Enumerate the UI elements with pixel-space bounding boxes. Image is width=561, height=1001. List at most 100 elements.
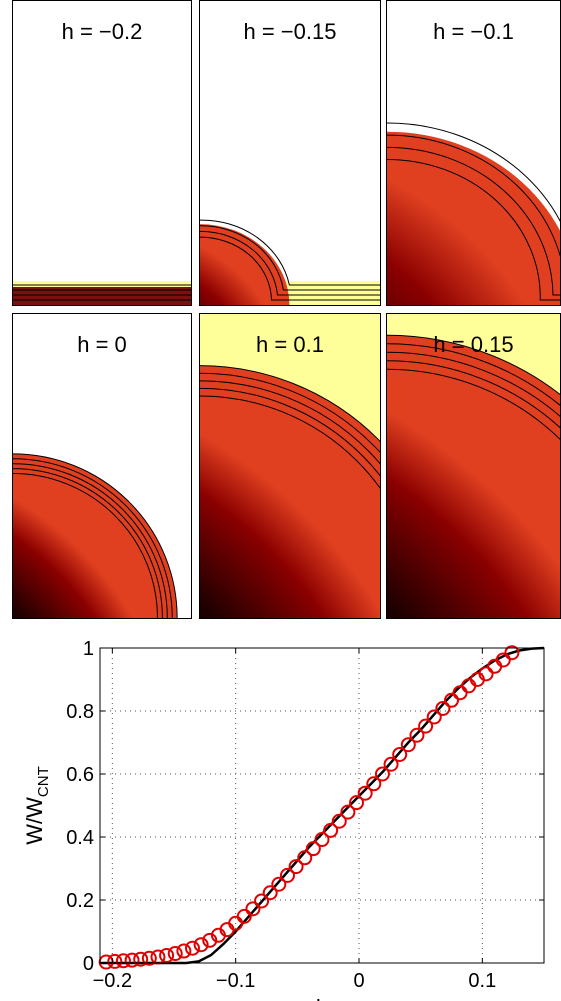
contour-line <box>200 380 380 465</box>
data-marker <box>254 893 270 909</box>
data-marker <box>167 946 183 962</box>
data-marker <box>495 652 511 668</box>
panel-label: h = 0 <box>77 332 127 357</box>
contour-line <box>387 146 560 296</box>
nucleus <box>387 131 560 305</box>
contour-line <box>200 219 380 286</box>
data-marker <box>392 746 408 762</box>
contour-line <box>200 236 380 301</box>
panel-h-0.1: h = 0.1 <box>199 313 381 619</box>
panel-label: h = −0.15 <box>243 19 337 44</box>
panel-h-0.15: h = 0.15 <box>386 313 561 619</box>
contour-line <box>200 365 380 442</box>
panel-label: h = −0.2 <box>61 19 143 44</box>
y-tick-label: 0.8 <box>66 701 94 723</box>
data-marker <box>141 950 157 966</box>
y-tick-label: 0 <box>83 953 94 975</box>
data-marker <box>349 795 365 811</box>
data-marker <box>323 822 339 838</box>
y-tick-label: 0.2 <box>66 890 94 912</box>
x-tick-label: 0 <box>353 970 364 992</box>
data-marker <box>305 841 321 857</box>
contour-line <box>13 458 173 618</box>
contour-line <box>200 395 380 489</box>
x-axis-label: h <box>316 995 328 1001</box>
data-marker <box>331 813 347 829</box>
data-marker <box>418 718 434 734</box>
data-marker <box>159 947 175 963</box>
data-marker <box>504 645 520 661</box>
x-tick-label: 0.1 <box>468 970 496 992</box>
data-marker <box>435 700 451 716</box>
panel-image <box>387 314 560 618</box>
contour-line <box>13 453 178 618</box>
contour-line <box>387 134 560 291</box>
data-marker <box>366 776 382 792</box>
data-marker <box>107 953 123 969</box>
data-marker <box>236 908 252 924</box>
data-marker <box>383 756 399 772</box>
contour-line <box>387 158 560 301</box>
panel-image <box>13 453 178 618</box>
panel-label: h = −0.1 <box>433 19 514 44</box>
contour-line <box>200 372 380 453</box>
panel-h-neg-0.2: h = −0.2 <box>12 0 192 306</box>
data-marker <box>444 692 459 708</box>
panel-image <box>200 314 380 618</box>
x-tick-label: −0.1 <box>216 970 255 992</box>
panel-h-neg-0.1: h = −0.1 <box>386 0 561 306</box>
contour-line <box>13 473 158 618</box>
axes-frame <box>99 647 545 964</box>
data-marker <box>271 876 287 892</box>
y-tick-label: 0.6 <box>66 764 94 786</box>
data-marker <box>314 832 330 848</box>
data-marker <box>478 666 494 682</box>
data-marker <box>288 859 304 875</box>
data-marker <box>400 737 416 753</box>
contour-line <box>13 468 163 618</box>
series-line <box>100 646 545 965</box>
y-tick-label: 0.4 <box>66 827 94 849</box>
data-marker <box>245 901 261 917</box>
y-tick-label: 1 <box>83 638 94 660</box>
contour-line <box>200 225 380 291</box>
axis-ticks: −0.2 −0.1 0 0.1 0 0.2 0.4 0.6 0.8 1 <box>66 638 544 992</box>
data-marker <box>297 850 313 866</box>
data-marker <box>150 949 166 965</box>
contour-line <box>13 463 168 618</box>
data-marker <box>426 709 442 725</box>
y-axis-label-subscript: CNT <box>35 766 52 797</box>
data-marker <box>115 953 131 969</box>
nucleus <box>200 224 290 305</box>
panel-image <box>13 281 191 305</box>
grid-lines <box>100 647 544 964</box>
data-marker <box>374 766 390 782</box>
droplet <box>13 453 178 618</box>
contour-line <box>387 122 560 286</box>
model-curve <box>100 646 545 965</box>
data-marker <box>262 885 278 901</box>
data-marker <box>279 867 295 883</box>
contour-line <box>387 351 560 417</box>
droplet <box>200 365 380 618</box>
droplet <box>387 335 560 618</box>
data-marker <box>461 678 477 694</box>
contour-line <box>200 230 380 296</box>
data-marker <box>202 932 218 948</box>
data-marker <box>193 937 209 953</box>
panel-h-neg-0.15: h = −0.15 <box>199 0 381 306</box>
y-axis-label: W/WCNT <box>22 766 52 844</box>
contour-line <box>200 387 380 477</box>
panel-label: h = 0.15 <box>433 332 514 357</box>
data-marker <box>357 785 373 801</box>
w-vs-h-chart: −0.2 −0.1 0 0.1 0 0.2 0.4 0.6 0.8 1 h W/WCNT <box>22 638 545 1001</box>
data-marker <box>133 951 149 967</box>
contour-line <box>387 368 560 440</box>
panel-image <box>387 122 560 305</box>
data-marker <box>340 804 356 820</box>
data-marker <box>124 952 140 968</box>
contour-line <box>387 360 560 429</box>
y-axis-label-main: W/W <box>22 797 47 845</box>
panel-label: h = 0.1 <box>256 332 324 357</box>
series-markers <box>98 645 520 970</box>
